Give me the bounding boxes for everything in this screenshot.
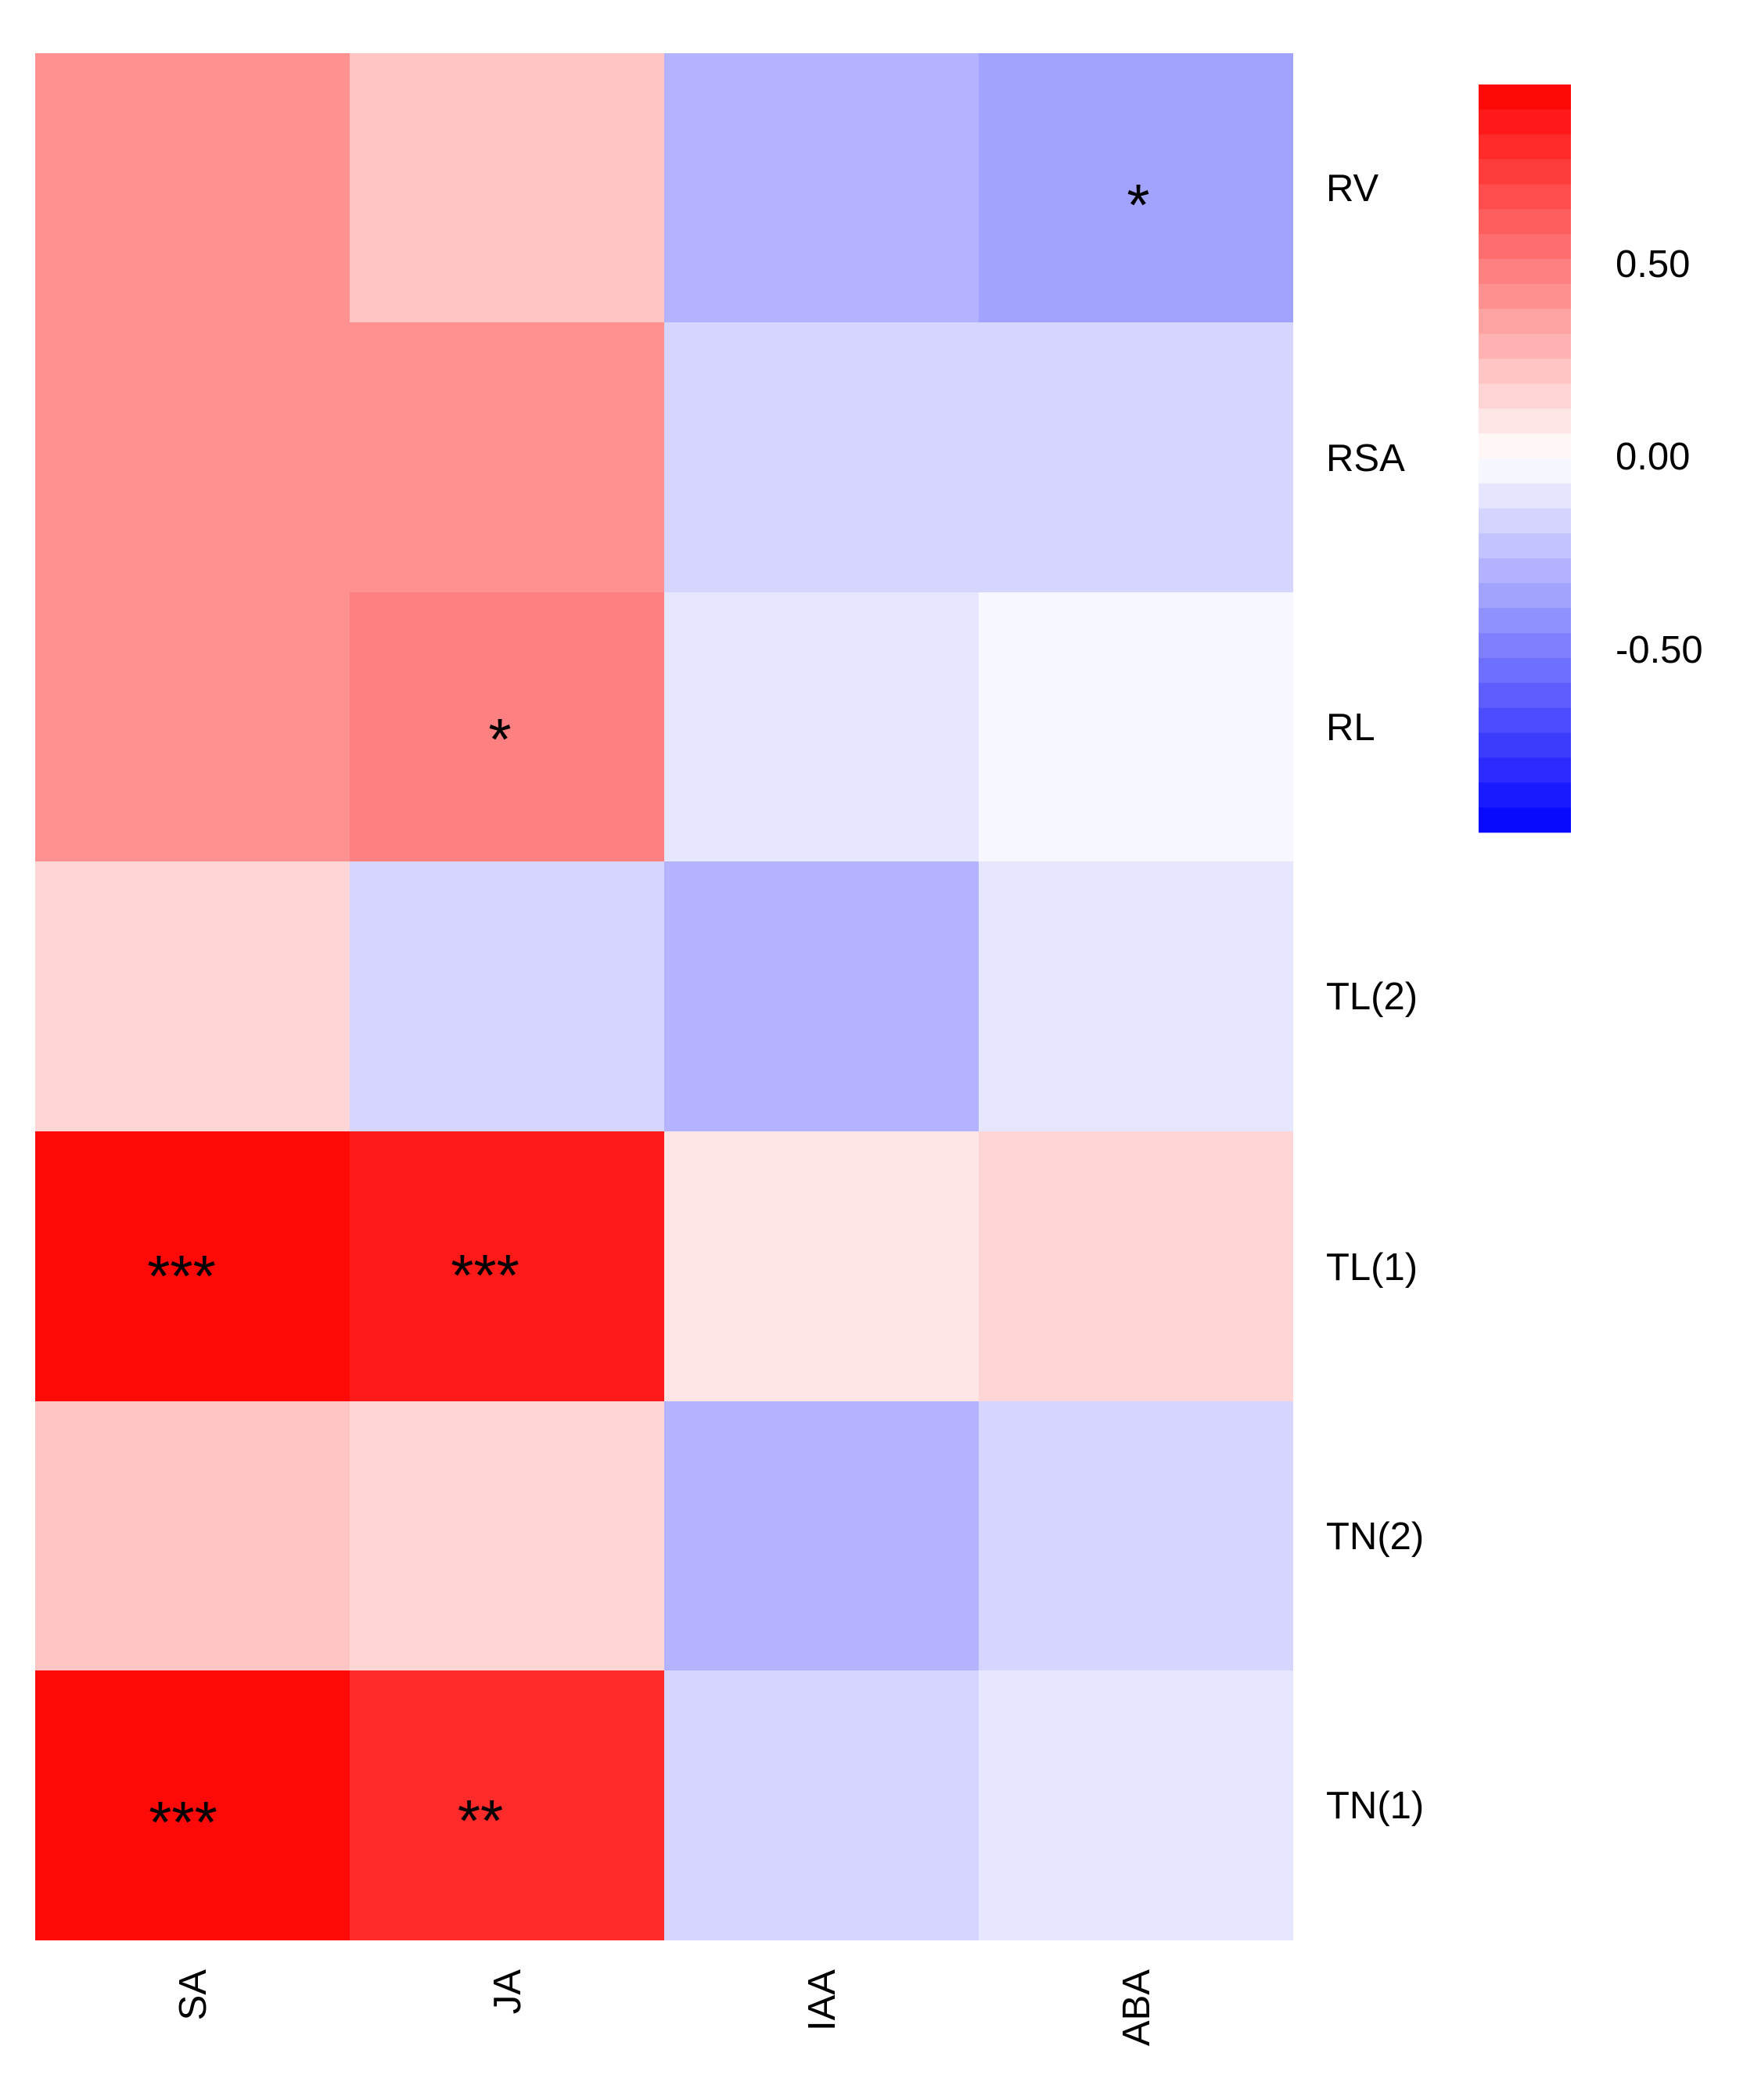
svg-text:TN(1): TN(1) [1326, 1785, 1424, 1827]
svg-text:*: * [488, 707, 511, 772]
svg-text:-0.50: -0.50 [1616, 629, 1703, 671]
svg-text:0.50: 0.50 [1616, 243, 1690, 286]
svg-text:RSA: RSA [1326, 437, 1405, 480]
svg-text:ABA: ABA [1116, 1969, 1158, 2046]
svg-text:RL: RL [1326, 707, 1375, 749]
svg-text:*: * [1127, 172, 1149, 238]
svg-text:TL(2): TL(2) [1326, 976, 1418, 1018]
svg-text:**: ** [458, 1788, 503, 1854]
svg-text:TN(2): TN(2) [1326, 1516, 1424, 1558]
svg-text:***: *** [149, 1789, 217, 1855]
svg-text:0.00: 0.00 [1616, 436, 1690, 478]
svg-text:RV: RV [1326, 167, 1379, 210]
svg-text:***: *** [451, 1242, 519, 1308]
svg-text:TL(1): TL(1) [1326, 1246, 1418, 1289]
svg-text:***: *** [147, 1243, 216, 1309]
svg-text:JA: JA [487, 1969, 529, 2015]
svg-text:IAA: IAA [801, 1969, 843, 2031]
svg-text:SA: SA [172, 1969, 214, 2021]
